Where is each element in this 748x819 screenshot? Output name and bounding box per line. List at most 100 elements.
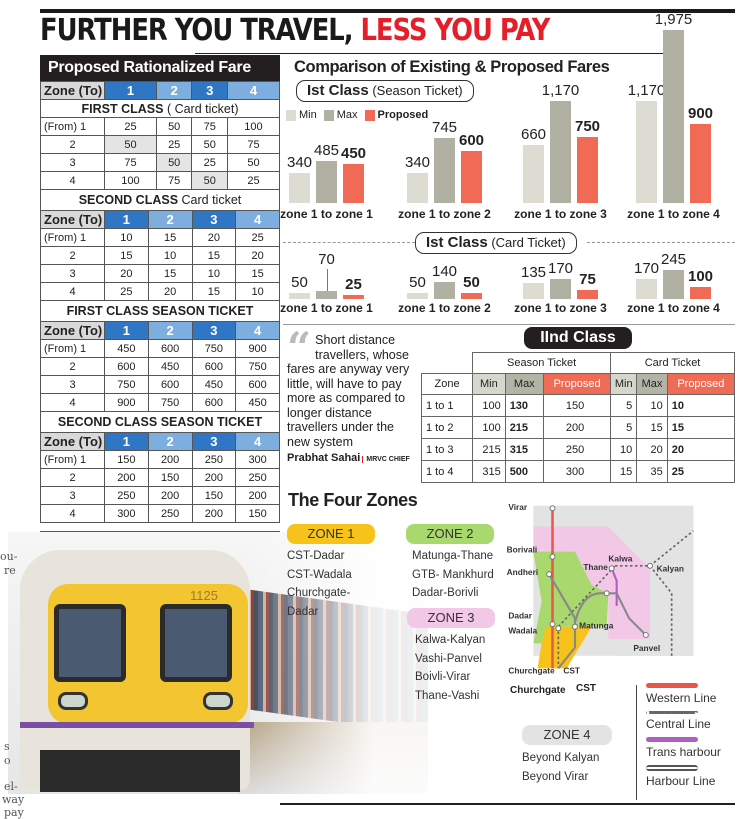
zone-item: Beyond Virar — [522, 770, 589, 783]
table-cell: 500 — [504, 460, 544, 483]
value-label: 340 — [286, 154, 313, 172]
pill-bold: Ist Class — [307, 82, 369, 99]
four-zones-title: The Four Zones — [288, 490, 418, 510]
bar-proposed — [577, 290, 598, 299]
zone-item: CST-Dadar — [287, 550, 345, 562]
photo-fade — [248, 532, 428, 794]
table-cell: 5 — [610, 394, 638, 417]
station-cst: CST — [576, 683, 596, 694]
table-row: 3 75 50 25 50 — [40, 153, 281, 172]
central-line-swatch — [646, 711, 698, 714]
table-cell: 215 — [472, 438, 506, 461]
bar-max — [663, 269, 684, 299]
table-cell: 1 to 2 — [420, 416, 474, 439]
value-label: 245 — [660, 250, 687, 268]
from-zone: 3 — [40, 375, 105, 394]
side-text: way — [2, 793, 25, 806]
table-cell: 130 — [504, 394, 544, 417]
quote-text: Short distance travellers, whose fares a… — [287, 333, 410, 449]
table-cell: 10 — [666, 394, 736, 417]
legend-proposed-swatch — [364, 109, 375, 121]
fare-cell: 15 — [235, 264, 280, 283]
zone-header-row: Zone (To) 1 2 3 4 — [40, 432, 280, 451]
bottom-rule — [280, 803, 735, 805]
value-label: 1,170 — [541, 81, 580, 99]
fare-cell: 20 — [191, 228, 237, 247]
value-label: 135 — [520, 263, 547, 281]
column-header: Zone — [420, 373, 474, 395]
fare-cell: 250 — [235, 468, 280, 487]
table-cell: 200 — [542, 416, 612, 439]
zone-3: ZONE 3 Kalwa-Kalyan Vashi-Panvel Boivli-… — [407, 608, 495, 705]
bar-min — [636, 278, 657, 299]
fare-cell: 25 — [226, 171, 281, 190]
table-cell: 100 — [472, 394, 506, 417]
station-virar: Virar — [508, 502, 528, 512]
fare-cell: 100 — [226, 117, 281, 136]
fare-cell: 75 — [155, 171, 193, 190]
zone-item: CST-Wadala — [287, 568, 352, 581]
fare-cell: 900 — [104, 393, 149, 412]
table-row: 4 25 20 15 10 — [40, 282, 280, 301]
local-train: 1125 — [20, 550, 254, 792]
bar-max — [434, 137, 455, 203]
bar-min — [523, 145, 544, 203]
fare-cell: 600 — [147, 375, 193, 394]
trans-harbour-swatch — [646, 737, 698, 742]
column-header: Proposed — [666, 373, 736, 395]
headlight-left — [58, 692, 88, 710]
quote-mark-icon: “ — [287, 323, 312, 372]
zone-col-header: 2 — [147, 321, 193, 340]
table-cell: 1 to 1 — [420, 394, 474, 417]
value-label: 75 — [579, 271, 596, 288]
value-label: 50 — [463, 274, 480, 291]
headlight-right — [203, 692, 233, 710]
card-ticket-header: Card Ticket — [610, 352, 735, 374]
fare-cell: 300 — [235, 450, 280, 469]
zone-col-header: 4 — [235, 210, 280, 229]
zone-col-header: 2 — [155, 81, 193, 100]
dotted-divider-right — [587, 242, 735, 243]
dotted-divider-left — [283, 242, 415, 243]
fare-table: Zone (To) 1 2 3 4 FIRST CLASS ( Card ticket)(… — [40, 81, 281, 190]
season-ticket-header: Season Ticket — [472, 352, 612, 374]
fare-cell: 450 — [147, 357, 193, 376]
table-row: (From) 1 25 50 75 100 — [40, 117, 281, 136]
zone-4-pill: ZONE 4 — [522, 725, 612, 745]
fare-cell: 50 — [155, 153, 193, 172]
section-divider — [283, 324, 735, 325]
table-cell: 15 — [636, 416, 668, 439]
from-zone: 3 — [40, 153, 105, 172]
fare-cell: 750 — [191, 339, 237, 358]
zone-header-row: Zone (To) 1 2 3 4 — [40, 210, 280, 229]
table-cell: 150 — [542, 394, 612, 417]
from-zone: 2 — [40, 468, 105, 487]
side-text: s — [4, 740, 10, 753]
category-label: zone 1 to zone 1 — [280, 207, 373, 221]
table-cell: 20 — [636, 438, 668, 461]
station-borivali: Borivali — [507, 545, 538, 555]
bar-proposed — [461, 293, 482, 299]
harbour-line-swatch — [646, 765, 698, 771]
legend-max: Max — [323, 109, 358, 121]
zone-header: Zone (To) — [40, 81, 105, 100]
zone-item: Vashi-Panvel — [415, 652, 482, 665]
station-wadala: Wadala — [508, 625, 537, 635]
zone-2-list: Matunga-Thane GTB- Mankhurd Dadar-Borivl… — [406, 547, 494, 603]
side-text: ou- — [0, 550, 18, 563]
from-zone: 3 — [40, 264, 105, 283]
value-label: 25 — [345, 276, 362, 293]
station-churchgate: Churchgate — [508, 665, 555, 675]
fare-cell: 10 — [235, 282, 280, 301]
fare-cell: 15 — [191, 282, 237, 301]
fare-cell: 250 — [147, 504, 193, 523]
table-cell: 100 — [472, 416, 506, 439]
train-bumper — [40, 750, 240, 792]
fare-cell: 150 — [104, 450, 149, 469]
legend-trans-harbour: Trans harbour — [646, 745, 721, 759]
pill-sub: (Card Ticket) — [487, 235, 566, 250]
fare-cell: 75 — [191, 117, 228, 136]
table-cell: 15 — [610, 460, 638, 483]
fare-cell: 750 — [147, 393, 193, 412]
bar-min — [407, 173, 428, 203]
